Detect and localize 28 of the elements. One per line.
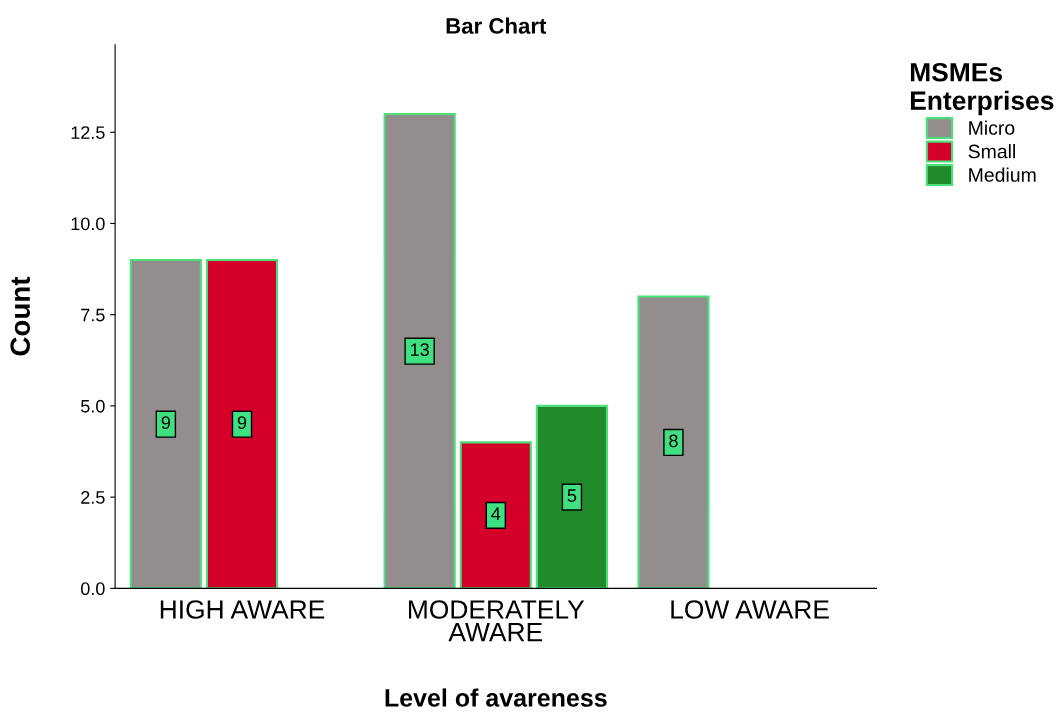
legend-title: MSMEs Enterprises [910, 62, 1054, 116]
y-tick-label: 12.5 [71, 126, 105, 139]
data-label: 13 [410, 343, 429, 357]
x-axis-title: Level of avareness [385, 688, 607, 707]
legend-label: Small [968, 144, 1015, 159]
y-axis-title: Count [10, 276, 31, 356]
bar [637, 295, 710, 589]
x-tick-label: MODERATELY AWARE [408, 600, 585, 642]
y-tick-label: 10.0 [71, 217, 105, 231]
bar [129, 258, 202, 589]
data-label: 4 [491, 507, 501, 521]
chart-title: Bar Chart [446, 17, 547, 34]
y-tick-label: 0.0 [80, 582, 105, 596]
y-tick-label: 5.0 [81, 399, 105, 413]
data-label: 9 [161, 416, 171, 429]
x-tick-label: LOW AWARE [671, 600, 829, 619]
bar [459, 441, 532, 589]
legend-label: Micro [969, 120, 1015, 135]
x-tick-label: HIGH AWARE [160, 600, 325, 619]
bar [205, 258, 279, 589]
bar [535, 404, 608, 589]
data-label: 5 [567, 489, 577, 502]
bar [383, 112, 456, 589]
legend-label: Medium [969, 167, 1036, 182]
y-tick-label: 7.5 [81, 308, 105, 322]
data-label: 8 [669, 434, 678, 448]
y-tick-label: 2.5 [81, 491, 105, 504]
data-label: 9 [237, 416, 247, 429]
